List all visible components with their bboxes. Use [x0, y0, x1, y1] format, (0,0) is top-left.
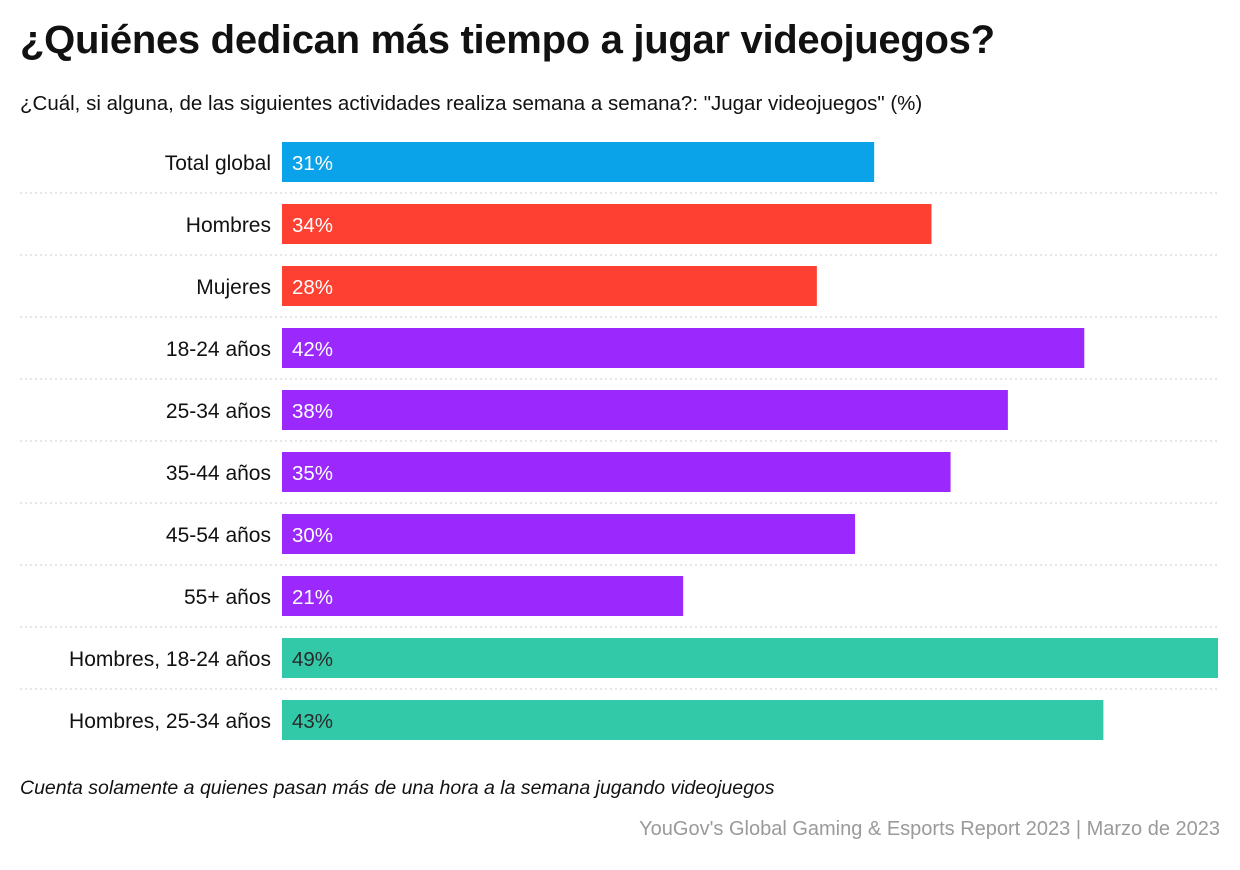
value-label: 43%	[292, 710, 333, 733]
category-label: 25-34 años	[166, 400, 271, 423]
bar	[282, 390, 1008, 430]
value-label: 49%	[292, 648, 333, 671]
chart-title: ¿Quiénes dedican más tiempo a jugar vide…	[20, 18, 995, 62]
category-label: Hombres, 25-34 años	[69, 710, 271, 733]
category-label: 55+ años	[184, 586, 271, 609]
bar	[282, 328, 1085, 368]
chart-footnote: Cuenta solamente a quienes pasan más de …	[20, 777, 775, 799]
category-label: Total global	[165, 152, 271, 175]
value-label: 28%	[292, 276, 333, 299]
bar	[282, 638, 1218, 678]
value-label: 21%	[292, 586, 333, 609]
value-label: 42%	[292, 338, 333, 361]
category-label: Mujeres	[196, 276, 271, 299]
value-label: 31%	[292, 152, 333, 175]
category-label: Hombres	[186, 214, 271, 237]
bar	[282, 452, 951, 492]
value-label: 30%	[292, 524, 333, 547]
category-label: 45-54 años	[166, 524, 271, 547]
chart-subtitle: ¿Cuál, si alguna, de las siguientes acti…	[20, 92, 923, 115]
category-label: 18-24 años	[166, 338, 271, 361]
category-label: 35-44 años	[166, 462, 271, 485]
bar	[282, 204, 932, 244]
bar	[282, 142, 875, 182]
category-label: Hombres, 18-24 años	[69, 648, 271, 671]
value-label: 34%	[292, 214, 333, 237]
bar	[282, 514, 856, 554]
value-label: 35%	[292, 462, 333, 485]
bar	[282, 700, 1104, 740]
bar	[282, 576, 684, 616]
bar	[282, 266, 817, 306]
chart-source: YouGov's Global Gaming & Esports Report …	[639, 818, 1220, 840]
value-label: 38%	[292, 400, 333, 423]
